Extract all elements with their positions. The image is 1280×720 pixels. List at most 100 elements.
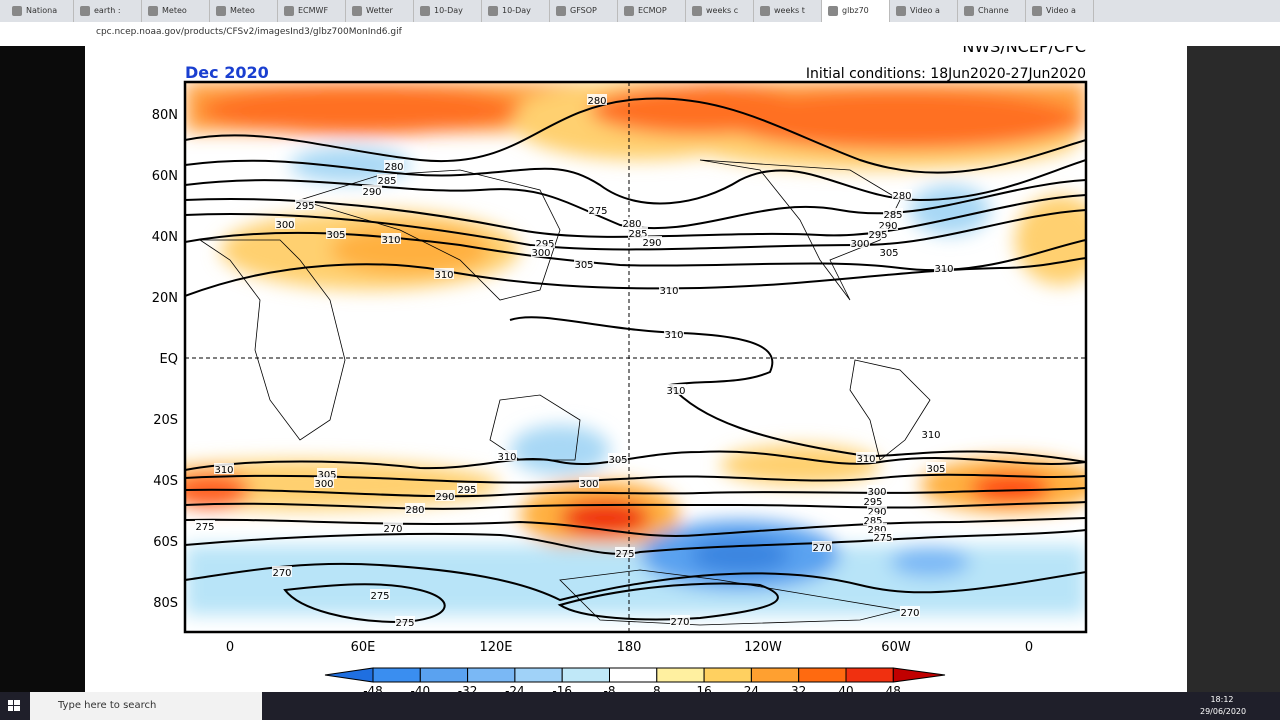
contour-label-bg: [531, 246, 551, 257]
contour-label-bg: [272, 566, 292, 577]
contour-label: 300: [867, 487, 886, 498]
lon-label: 120E: [479, 640, 512, 655]
lon-label: 0: [226, 640, 234, 655]
contour-label-bg: [579, 477, 599, 488]
contour-label-bg: [377, 174, 397, 185]
lat-label: 80N: [152, 108, 178, 123]
contour-label: 310: [434, 270, 453, 281]
colorbar-label: 48: [886, 684, 901, 692]
contour-label-bg: [879, 246, 899, 257]
tab[interactable]: GFSOP: [550, 0, 618, 22]
contour-label-bg: [381, 233, 401, 244]
contour-label-bg: [608, 453, 628, 464]
tab[interactable]: weeks c: [686, 0, 754, 22]
tab[interactable]: Meteo: [210, 0, 278, 22]
contour-label: 285: [883, 210, 902, 221]
contour-label-bg: [868, 228, 888, 239]
contour-label-bg: [497, 450, 517, 461]
contour-label-bg: [317, 468, 337, 479]
contour-label: 310: [214, 465, 233, 476]
contour-label: 280: [384, 162, 403, 173]
contour-label: 270: [812, 543, 831, 554]
contour-label: 310: [934, 264, 953, 275]
contour-label-bg: [934, 262, 954, 273]
lat-label: 40S: [153, 474, 178, 489]
contour-label: 285: [377, 176, 396, 187]
contour-label: 270: [383, 524, 402, 535]
contour-label-bg: [666, 384, 686, 395]
tab[interactable]: ECMOP: [618, 0, 686, 22]
lon-label: 0: [1025, 640, 1033, 655]
contour-label-bg: [275, 218, 295, 229]
contour-label: 285: [863, 516, 882, 527]
tab[interactable]: 10-Day: [482, 0, 550, 22]
contour-label-bg: [873, 531, 893, 542]
contour-label-bg: [664, 328, 684, 339]
contour-label: 285: [628, 229, 647, 240]
lat-label: 20S: [153, 413, 178, 428]
tab-bar: Nationa earth : Meteo Meteo ECMWF Wetter 10-Da…: [0, 0, 1280, 22]
contour-label: 280: [867, 525, 886, 536]
url[interactable]: cpc.ncep.noaa.gov/products/CFSv2/imagesI…: [96, 27, 402, 37]
tab[interactable]: 10-Day: [414, 0, 482, 22]
map-frame: [183, 80, 1088, 634]
contour-label: 300: [314, 479, 333, 490]
lon-label: 120W: [744, 640, 782, 655]
contour-label: 310: [381, 235, 400, 246]
tab[interactable]: Meteo: [142, 0, 210, 22]
colorbar-cell: [656, 667, 705, 683]
tab[interactable]: ECMWF: [278, 0, 346, 22]
tab[interactable]: Channe: [958, 0, 1026, 22]
contour-label: 310: [856, 454, 875, 465]
tab[interactable]: Wetter: [346, 0, 414, 22]
clock-date[interactable]: 29/06/2020: [1200, 707, 1247, 716]
contour-label-bg: [326, 228, 346, 239]
tab[interactable]: Nationa: [6, 0, 74, 22]
contour-label-bg: [900, 606, 920, 617]
lon-label: 60W: [881, 640, 911, 655]
colorbar-label: -48: [363, 684, 383, 692]
left-margin: [0, 46, 85, 692]
contour-label-bg: [314, 477, 334, 488]
contour-label-bg: [535, 237, 555, 248]
contour-label: 275: [873, 533, 892, 544]
contour-label-bg: [383, 522, 403, 533]
search-box[interactable]: Type here to search: [30, 692, 262, 720]
clock-time[interactable]: 18:12: [1210, 695, 1234, 704]
contour-label-bg: [622, 217, 642, 228]
lat-label: EQ: [160, 352, 178, 367]
tab[interactable]: earth :: [74, 0, 142, 22]
colorbar-label: 40: [838, 684, 853, 692]
contour-label: 310: [664, 330, 683, 341]
colorbar-cell: [467, 667, 516, 683]
lat-label: 60S: [153, 535, 178, 550]
lat-label: 20N: [152, 291, 178, 306]
lon-label: 60E: [351, 640, 376, 655]
colorbar-cell: [798, 667, 847, 683]
contour-label-bg: [574, 258, 594, 269]
contour-label: 300: [275, 220, 294, 231]
contour-label: 300: [850, 239, 869, 250]
tab[interactable]: Video a: [890, 0, 958, 22]
agency: NWS/NCEP/CPC: [962, 46, 1086, 56]
contour-label-bg: [434, 268, 454, 279]
contour-label: 305: [926, 464, 945, 475]
tab[interactable]: glbz70: [822, 0, 890, 22]
contour-label: 295: [295, 201, 314, 212]
initial-conditions: Initial conditions: 18Jun2020-27Jun2020: [806, 66, 1086, 82]
colorbar-arrow-right: [892, 667, 946, 683]
start-button[interactable]: [0, 692, 28, 720]
tab[interactable]: Video a: [1026, 0, 1094, 22]
address-bar[interactable]: cpc.ncep.noaa.gov/products/CFSv2/imagesI…: [0, 22, 1280, 47]
contour-label-bg: [615, 547, 635, 558]
tab[interactable]: weeks t: [754, 0, 822, 22]
contour-label: 280: [892, 191, 911, 202]
contour-label: 270: [900, 608, 919, 619]
contour-label: 310: [497, 452, 516, 463]
contour-label: 300: [531, 248, 550, 259]
contour-label-bg: [867, 523, 887, 534]
contour-label-bg: [878, 219, 898, 230]
contour-label: 305: [317, 470, 336, 481]
